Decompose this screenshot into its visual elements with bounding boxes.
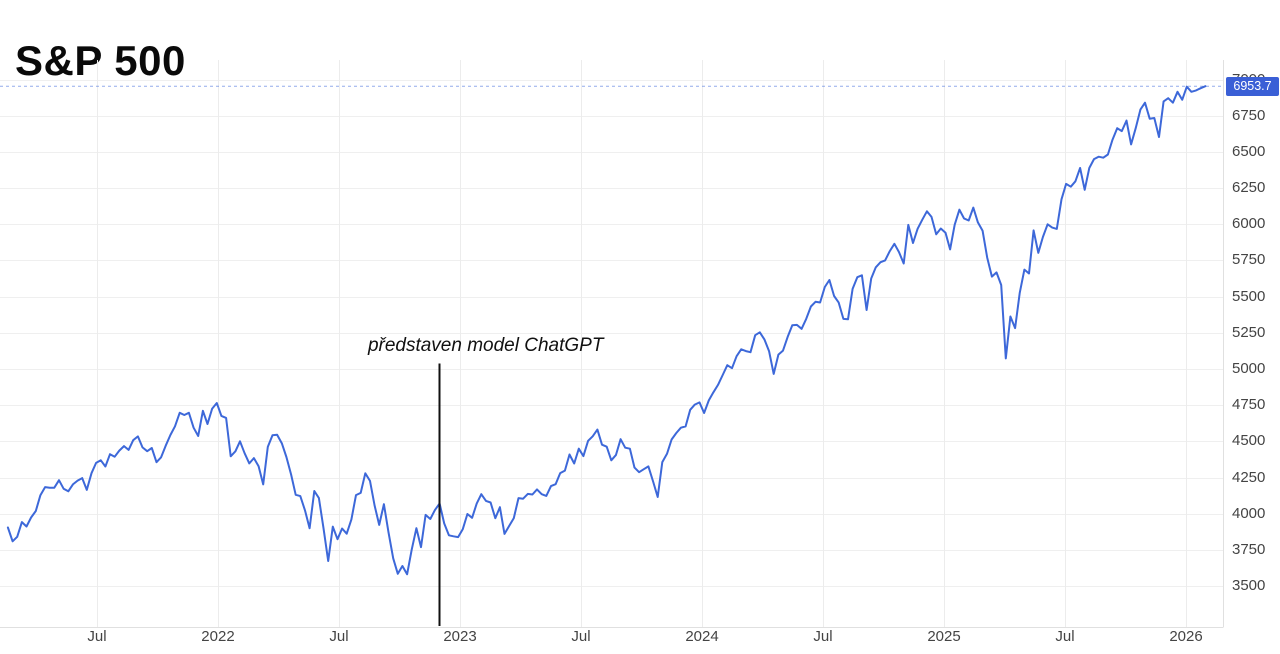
chart-title: S&P 500 bbox=[15, 37, 186, 85]
annotation-text: představen model ChatGPT bbox=[367, 335, 604, 356]
price-series-line bbox=[6, 85, 1207, 576]
last-price-badge: 6953.7 bbox=[1226, 76, 1279, 96]
